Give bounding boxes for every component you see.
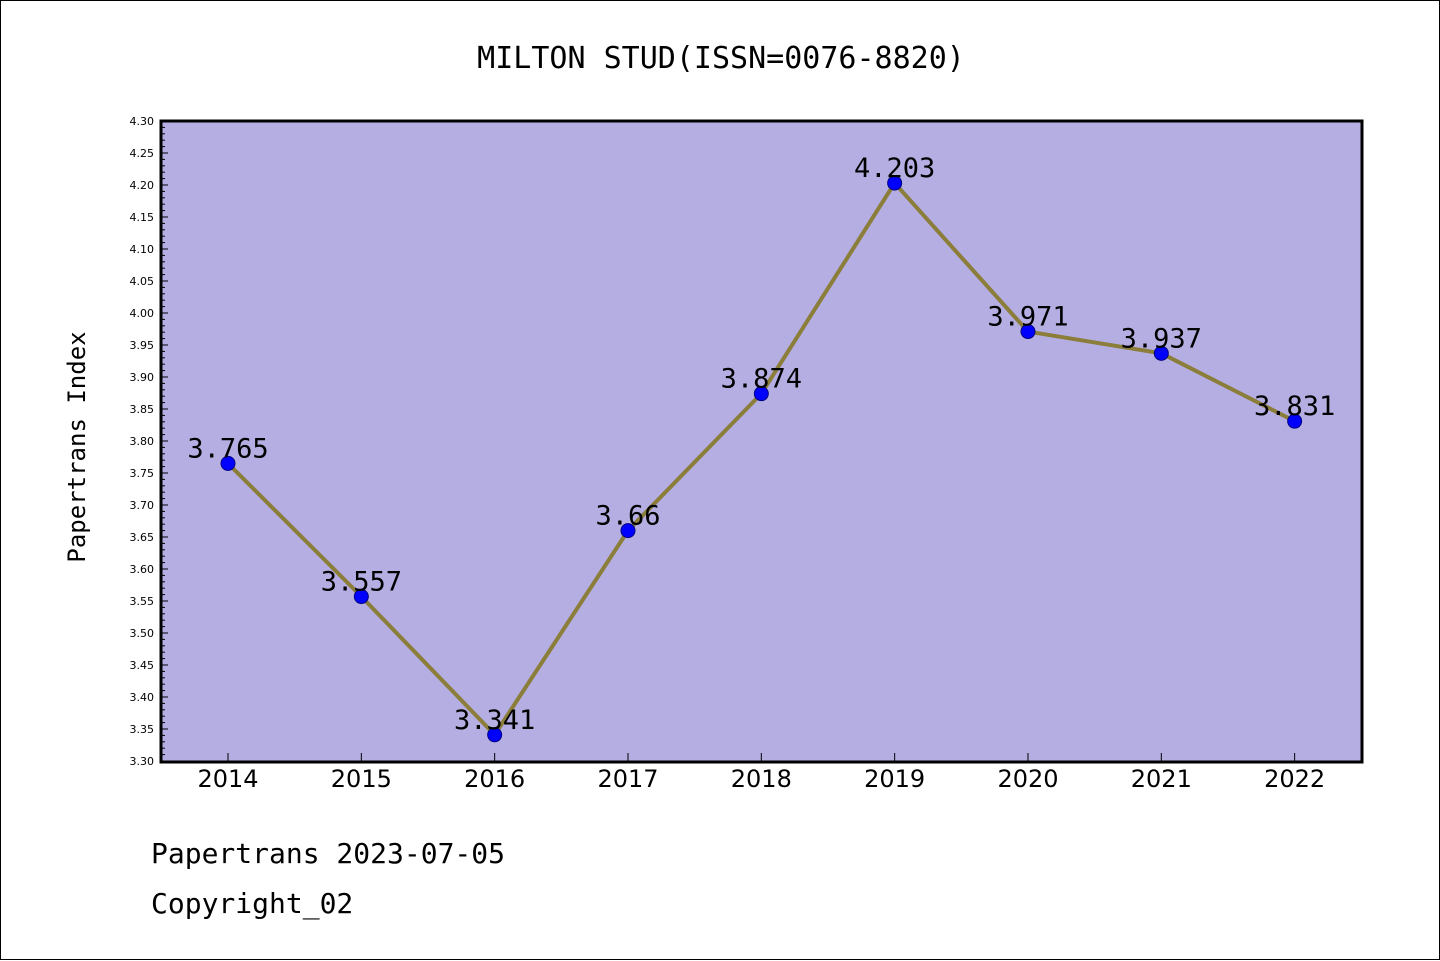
x-tick-label: 2016 <box>464 765 525 793</box>
y-tick-label: 3.55 <box>130 595 155 608</box>
series-layer: 3.765 3.557 3.341 3.66 3.874 4.203 3.971 3.937 3… <box>187 153 1335 743</box>
data-point <box>1153 345 1169 361</box>
x-tick-label: 2015 <box>331 765 392 793</box>
x-tick-label: 2018 <box>731 765 792 793</box>
y-tick-label: 3.40 <box>130 691 155 704</box>
x-tick-label: 2021 <box>1131 765 1192 793</box>
y-tick-label: 3.90 <box>130 371 155 384</box>
data-point <box>353 589 369 605</box>
data-point <box>887 175 903 191</box>
y-tick-label: 3.50 <box>130 627 155 640</box>
data-label: 3.874 <box>721 364 802 395</box>
footer-copyright: Copyright_02 <box>151 887 354 920</box>
x-tick-label: 2014 <box>197 765 258 793</box>
chart-title: MILTON STUD(ISSN=0076-8820) <box>477 41 965 76</box>
y-tick-label: 4.30 <box>130 115 155 128</box>
data-label: 3.66 <box>595 501 660 532</box>
data-label: 3.765 <box>187 433 268 464</box>
y-tick-label: 4.00 <box>130 307 155 320</box>
x-tick-label: 2017 <box>597 765 658 793</box>
x-tick-label: 2019 <box>864 765 925 793</box>
x-tick-label: 2020 <box>997 765 1058 793</box>
data-point <box>620 523 636 539</box>
y-tick-label: 4.10 <box>130 243 155 256</box>
data-label: 4.203 <box>854 153 935 184</box>
plot-area <box>159 119 1364 764</box>
data-point <box>753 386 769 402</box>
data-point <box>1020 324 1036 340</box>
y-tick-label: 4.15 <box>130 211 155 224</box>
data-label: 3.971 <box>987 302 1068 333</box>
data-label: 3.937 <box>1121 323 1202 354</box>
y-tick-label: 4.05 <box>130 275 155 288</box>
y-tick-label: 4.20 <box>130 179 155 192</box>
data-label: 3.831 <box>1254 391 1335 422</box>
data-point <box>1287 413 1303 429</box>
y-tick-label: 3.75 <box>130 467 155 480</box>
y-tick-label: 3.35 <box>130 723 155 736</box>
footer-date: Papertrans 2023-07-05 <box>151 837 506 870</box>
y-tick-label: 3.30 <box>130 755 155 768</box>
y-tick-label: 3.70 <box>130 499 155 512</box>
x-axis: 2014 2015 2016 2017 2018 2019 2020 2021 2022 <box>197 753 1325 793</box>
y-tick-label: 4.25 <box>130 147 155 160</box>
y-tick-label: 3.85 <box>130 403 155 416</box>
y-tick-label: 3.65 <box>130 531 155 544</box>
data-point <box>487 727 503 743</box>
y-tick-label: 3.95 <box>130 339 155 352</box>
y-tick-label: 3.80 <box>130 435 155 448</box>
data-point <box>220 455 236 471</box>
y-tick-label: 3.60 <box>130 563 155 576</box>
data-label: 3.341 <box>454 705 535 736</box>
x-tick-label: 2022 <box>1264 765 1325 793</box>
data-label: 3.557 <box>321 567 402 598</box>
y-axis: 3.30 3.35 3.40 3.45 3.50 3.55 3.60 3.65 3.70 3.75… <box>130 115 168 768</box>
y-tick-label: 3.45 <box>130 659 155 672</box>
y-axis-label: Papertrans Index <box>63 331 91 562</box>
